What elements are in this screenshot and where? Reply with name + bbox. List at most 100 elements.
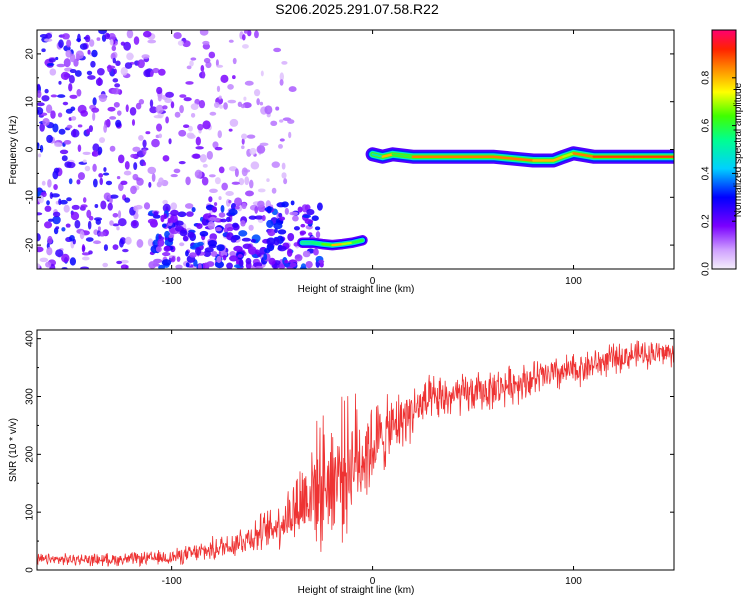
- noise-blob: [92, 163, 97, 172]
- noise-blob: [80, 110, 89, 117]
- noise-blob: [187, 231, 195, 239]
- noise-blob: [55, 226, 60, 230]
- noise-blob: [195, 136, 201, 146]
- noise-blob: [218, 212, 226, 218]
- noise-blob: [63, 204, 70, 213]
- noise-blob: [170, 227, 176, 234]
- noise-blob: [273, 237, 280, 246]
- noise-blob: [97, 231, 107, 237]
- noise-blob: [88, 250, 93, 255]
- noise-blob: [173, 168, 181, 174]
- noise-blob: [185, 250, 189, 257]
- noise-blob: [302, 250, 311, 258]
- noise-blob: [156, 123, 163, 132]
- noise-blob: [170, 202, 178, 211]
- noise-blob: [229, 255, 239, 262]
- noise-blob: [189, 60, 194, 67]
- signal-ridge-core: [492, 155, 535, 162]
- noise-blob: [266, 219, 274, 228]
- noise-blob: [274, 228, 278, 234]
- signal-ridge-core: [391, 153, 414, 158]
- noise-blob: [287, 232, 295, 242]
- noise-blob: [96, 68, 105, 76]
- noise-blob: [300, 223, 306, 228]
- noise-blob: [113, 101, 120, 108]
- noise-blob: [143, 161, 147, 166]
- noise-blob: [102, 262, 109, 268]
- noise-blob: [279, 119, 284, 123]
- noise-blob: [249, 147, 257, 155]
- noise-blob: [74, 70, 82, 77]
- noise-blob: [53, 183, 58, 191]
- noise-blob: [204, 247, 214, 253]
- snr-axes: -100 0 100 0 100 200 300 400: [25, 330, 674, 587]
- noise-blob: [237, 101, 243, 108]
- noise-blob: [227, 84, 234, 90]
- noise-blob: [305, 260, 313, 269]
- noise-blob: [241, 237, 252, 242]
- noise-blob: [93, 178, 98, 188]
- noise-blob: [316, 202, 323, 211]
- noise-blob: [37, 106, 44, 115]
- noise-blob: [153, 211, 159, 217]
- noise-blob: [123, 41, 132, 51]
- noise-blob: [268, 257, 276, 265]
- noise-blob: [261, 214, 266, 221]
- noise-blob: [103, 124, 108, 133]
- noise-blob: [153, 258, 163, 264]
- noise-blob: [266, 237, 276, 246]
- noise-blob: [186, 132, 195, 139]
- noise-blob: [108, 33, 116, 41]
- noise-blob: [60, 71, 70, 81]
- noise-blob: [271, 187, 277, 194]
- noise-blob: [293, 226, 300, 231]
- noise-blob: [216, 85, 221, 93]
- colorbar: 0.0 0.2 0.4 0.6 0.8 Normalized spectral ampl…: [701, 29, 744, 276]
- noise-blob: [80, 204, 88, 208]
- noise-blob: [267, 228, 276, 237]
- noise-blob: [117, 218, 127, 227]
- noise-blob: [120, 259, 129, 264]
- noise-blob: [209, 188, 218, 193]
- noise-blob: [314, 226, 321, 231]
- noise-blob: [150, 70, 154, 77]
- noise-blob: [69, 69, 77, 74]
- noise-blob: [315, 231, 321, 239]
- noise-blob: [120, 180, 128, 186]
- signal-ridge-core: [351, 239, 364, 244]
- noise-blob: [61, 155, 68, 162]
- noise-blob: [161, 259, 172, 266]
- noise-blob: [294, 254, 303, 262]
- noise-blob: [191, 206, 196, 213]
- noise-blob: [186, 65, 192, 70]
- colorbar-tick-label: 0.0: [701, 262, 712, 276]
- signal-ridge-core: [381, 153, 394, 158]
- noise-blob: [155, 246, 162, 253]
- noise-blob: [77, 172, 86, 180]
- signal-ridge-core: [562, 152, 575, 158]
- noise-blob: [230, 236, 237, 243]
- noise-blob: [208, 174, 216, 178]
- noise-blob: [136, 239, 144, 248]
- noise-blob: [201, 176, 209, 186]
- noise-blob: [111, 87, 121, 95]
- noise-blob: [208, 196, 213, 203]
- noise-blob: [109, 220, 114, 226]
- noise-blob: [58, 39, 64, 49]
- noise-blob: [229, 118, 239, 127]
- noise-blob: [137, 59, 145, 69]
- noise-blob: [129, 54, 134, 59]
- noise-blob: [273, 47, 282, 53]
- noise-blob: [202, 163, 208, 168]
- snr-series-line: [37, 340, 674, 568]
- noise-blob: [50, 94, 58, 98]
- noise-blob: [270, 120, 278, 127]
- noise-blob: [209, 111, 217, 116]
- noise-blob: [168, 138, 172, 145]
- noise-blob: [218, 196, 222, 201]
- colorbar-ticks: 0.0 0.2 0.4 0.6 0.8: [701, 70, 736, 276]
- noise-blob: [58, 198, 62, 206]
- noise-blob: [286, 266, 294, 269]
- noise-blob: [112, 244, 119, 251]
